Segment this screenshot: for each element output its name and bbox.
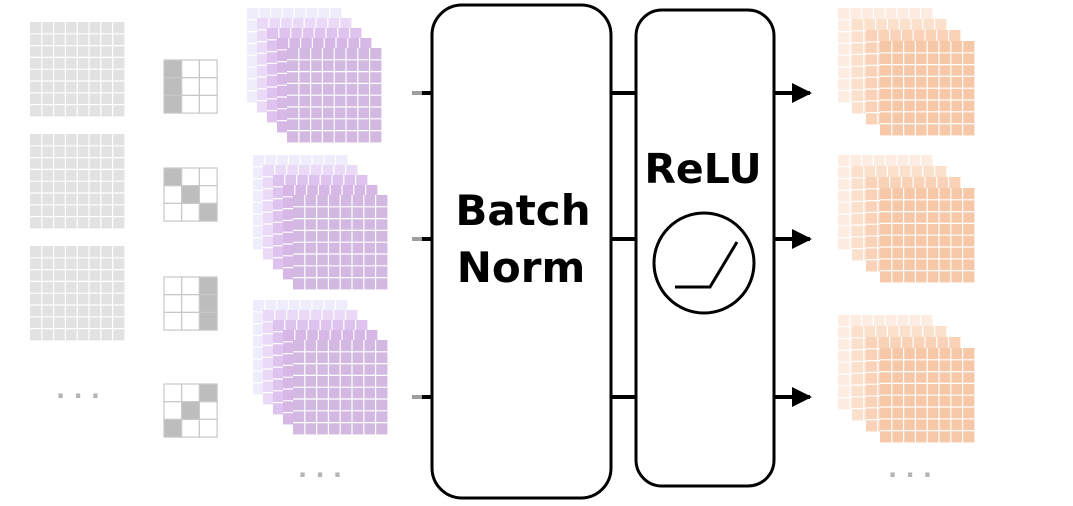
stack-layer — [293, 340, 388, 435]
stack-layer — [880, 188, 975, 283]
kernel-right-column — [163, 276, 218, 331]
relu-block: ReLU — [634, 8, 776, 488]
output-ellipsis: · · · — [888, 461, 932, 489]
batchnorm-box — [430, 3, 613, 500]
stack-layer — [293, 195, 388, 290]
batchnorm-block: Batch Norm — [430, 3, 613, 500]
batchnorm-label-line2: Norm — [457, 243, 585, 292]
input-grid — [30, 134, 125, 229]
output-stack — [838, 155, 975, 283]
output-stack — [838, 315, 975, 443]
input-grid — [30, 246, 125, 341]
kernel-antidiagonal — [163, 383, 218, 438]
relu-curve-icon — [652, 211, 756, 315]
kernel-diagonal — [163, 167, 218, 222]
relu-output-feature-stacks — [838, 8, 975, 443]
input-feature-maps — [30, 22, 125, 341]
input-grid — [30, 22, 125, 117]
convolution-kernels — [163, 59, 218, 438]
conv-output-feature-stacks — [247, 8, 388, 435]
conv-to-batchnorm-connectors — [412, 91, 432, 399]
feature-stack — [253, 155, 388, 290]
feature-stack — [247, 8, 382, 143]
feature-stack — [253, 300, 388, 435]
stack-layer — [287, 48, 382, 143]
feature-ellipsis: · · · — [298, 461, 342, 489]
stack-layer — [880, 348, 975, 443]
relu-label: ReLU — [644, 145, 761, 193]
batchnorm-to-relu-connectors — [611, 91, 636, 399]
kernel-left-column — [163, 59, 218, 114]
batchnorm-label-line1: Batch — [455, 186, 590, 235]
relu-output-arrows — [774, 83, 812, 407]
input-ellipsis: · · · — [56, 382, 100, 410]
stack-layer — [880, 41, 975, 136]
output-stack — [838, 8, 975, 136]
